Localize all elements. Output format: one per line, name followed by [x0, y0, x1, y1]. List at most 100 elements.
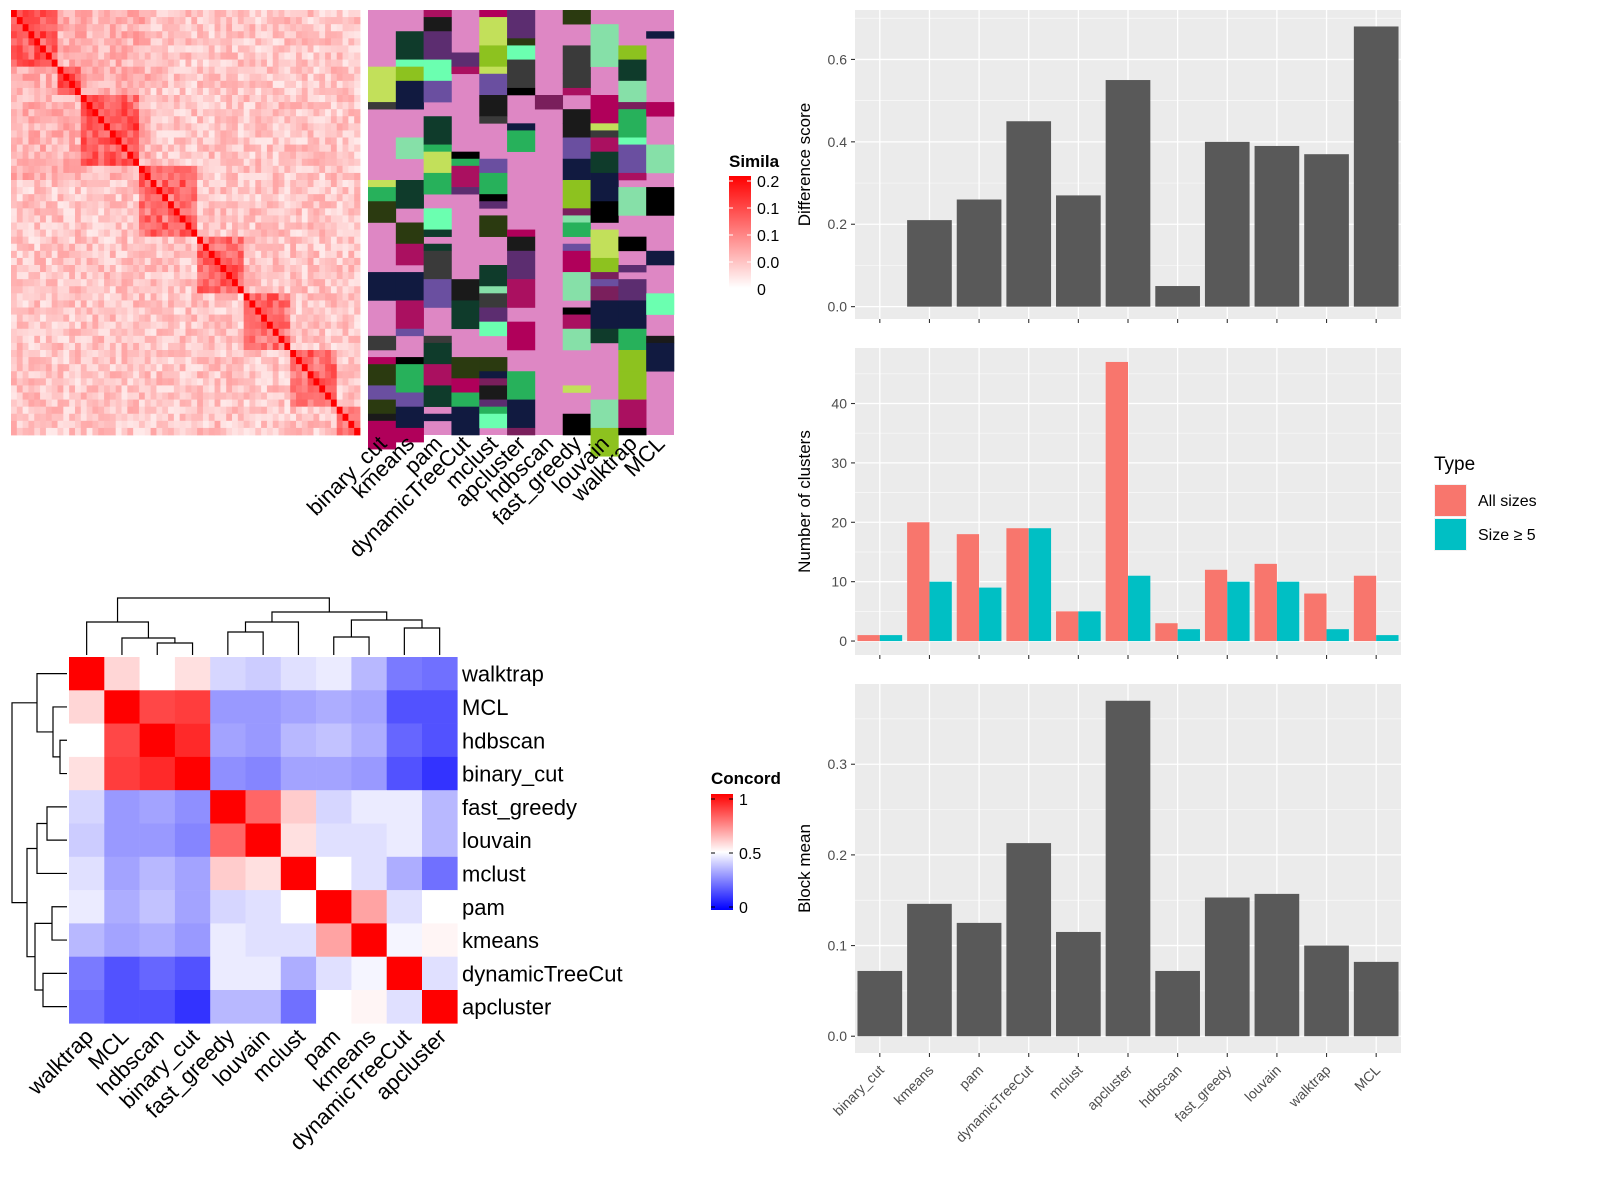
similarity-cell [296, 378, 303, 386]
similarity-cell [40, 194, 47, 202]
similarity-cell [290, 165, 297, 174]
similarity-cell [325, 371, 332, 379]
similarity-cell [16, 321, 24, 330]
similarity-cell [202, 378, 210, 386]
similarity-cell [127, 116, 134, 124]
similarity-cell [342, 52, 349, 60]
similarity-cell [74, 250, 82, 259]
similarity-cell [40, 420, 47, 429]
similarity-cell [86, 371, 93, 379]
similarity-cell [197, 364, 204, 372]
similarity-cell [127, 151, 134, 160]
similarity-cell [284, 328, 291, 337]
similarity-cell [109, 420, 117, 429]
similarity-cell [150, 52, 157, 60]
similarity-cell [307, 95, 314, 103]
similarity-cell [232, 335, 239, 344]
similarity-cell [336, 80, 343, 89]
similarity-cell [307, 378, 314, 386]
similarity-cell [237, 59, 245, 68]
similarity-cell [121, 172, 128, 181]
similarity-cell [150, 144, 157, 153]
similarity-cell [28, 314, 35, 323]
similarity-cell [197, 180, 204, 188]
similarity-cell [51, 406, 58, 415]
similarity-cell [104, 24, 111, 32]
similarity-cell [115, 427, 122, 436]
similarity-cell [296, 194, 303, 202]
similarity-cell [232, 371, 239, 379]
similarity-cell [173, 229, 181, 238]
similarity-cell [342, 194, 349, 202]
similarity-cell [313, 95, 320, 103]
similarity-cell [144, 427, 151, 436]
similarity-cell [156, 194, 163, 202]
similarity-cell [74, 95, 82, 103]
concordance-cell [104, 990, 140, 1024]
similarity-cell [34, 427, 41, 436]
similarity-cell [330, 87, 338, 96]
similarity-cell [208, 95, 215, 103]
similarity-cell [336, 406, 343, 415]
similarity-cell [22, 130, 29, 138]
similarity-cell [168, 357, 175, 365]
similarity-cell [237, 222, 245, 230]
similarity-cell [220, 215, 227, 223]
similarity-cell [22, 45, 29, 53]
similarity-cell [57, 427, 64, 436]
similarity-cell [243, 59, 250, 68]
concordance-cell [210, 657, 246, 691]
similarity-cell [208, 222, 215, 230]
similarity-cell [63, 116, 70, 124]
similarity-cell [336, 66, 343, 75]
similarity-cell [284, 172, 291, 181]
similarity-cell [325, 399, 332, 408]
similarity-cell [185, 130, 192, 138]
similarity-cell [325, 59, 332, 68]
similarity-cell [115, 243, 122, 252]
similarity-cell [284, 73, 291, 82]
concordance-cell [139, 657, 176, 691]
similarity-cell [272, 243, 279, 252]
similarity-cell [16, 31, 24, 39]
similarity-cell [202, 137, 210, 145]
similarity-cell [22, 357, 29, 365]
similarity-cell [232, 52, 239, 60]
similarity-cell [51, 102, 58, 110]
similarity-cell [185, 172, 192, 181]
similarity-cell [121, 307, 128, 315]
similarity-cell [307, 123, 314, 131]
concordance-cell [386, 890, 423, 924]
similarity-cell [243, 31, 250, 39]
similarity-cell [307, 314, 314, 323]
similarity-cell [150, 236, 157, 245]
similarity-cell [80, 208, 88, 216]
similarity-cell [74, 357, 82, 365]
similarity-cell [232, 165, 239, 174]
similarity-cell [325, 272, 332, 280]
similarity-cell [307, 392, 314, 400]
annotation-cell [395, 31, 424, 60]
similarity-cell [45, 158, 53, 167]
similarity-cell [255, 87, 262, 96]
similarity-cell [354, 236, 361, 245]
concordance-row-label: dynamicTreeCut [462, 961, 623, 986]
similarity-cell [336, 95, 343, 103]
similarity-cell [214, 102, 221, 110]
similarity-cell [104, 73, 111, 82]
similarity-cell [319, 73, 326, 82]
y-tick-label: 0.3 [828, 756, 848, 772]
similarity-cell [173, 236, 181, 245]
similarity-cell [278, 342, 285, 351]
similarity-cell [144, 399, 151, 408]
similarity-cell [202, 420, 210, 429]
similarity-cell [266, 293, 274, 301]
similarity-cell [34, 314, 41, 323]
annotation-cell [507, 371, 536, 400]
similarity-cell [109, 279, 117, 287]
similarity-cell [109, 272, 117, 280]
similarity-cell [243, 406, 250, 415]
similarity-cell [255, 328, 262, 337]
similarity-cell [98, 385, 105, 393]
similarity-cell [144, 364, 151, 372]
